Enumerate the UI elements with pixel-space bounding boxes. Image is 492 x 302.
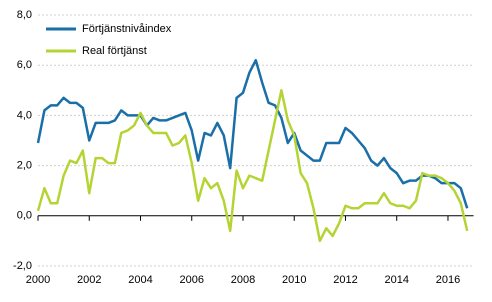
x-tick-label: 2012 <box>333 274 357 286</box>
x-tick-label: 2010 <box>282 274 306 286</box>
y-tick-label: 0,0 <box>17 210 32 222</box>
legend-label: Real förtjänst <box>82 45 147 57</box>
y-tick-label: -2,0 <box>13 260 32 272</box>
x-tick-label: 2016 <box>436 274 460 286</box>
y-tick-label: 4,0 <box>17 109 32 121</box>
x-tick-label: 2008 <box>231 274 255 286</box>
series-line <box>36 89 469 243</box>
x-tick-label: 2000 <box>26 274 50 286</box>
y-tick-label: 2,0 <box>17 160 32 172</box>
x-tick-label: 2006 <box>179 274 203 286</box>
series-line <box>36 58 469 209</box>
x-tick-label: 2002 <box>77 274 101 286</box>
y-tick-label: 8,0 <box>17 9 32 21</box>
x-tick-label: 2004 <box>128 274 152 286</box>
legend-label: Förtjänstnivåindex <box>82 23 172 35</box>
y-tick-label: 6,0 <box>17 59 32 71</box>
x-tick-label: 2014 <box>384 274 408 286</box>
